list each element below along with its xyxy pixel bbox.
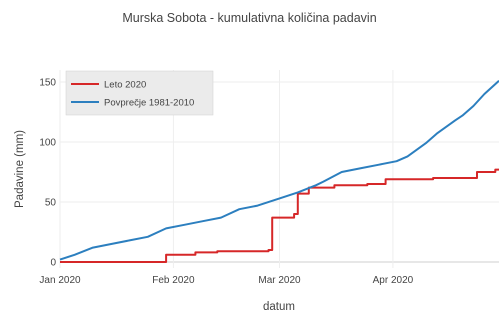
x-tick-label: Mar 2020: [258, 275, 301, 286]
legend-label[interactable]: Leto 2020: [104, 80, 146, 91]
y-axis-title: Padavine (mm): [14, 130, 26, 208]
x-tick-labels: Jan 2020 Feb 2020 Mar 2020 Apr 2020: [39, 275, 413, 286]
x-tick-label: Apr 2020: [373, 275, 414, 286]
chart-title: Murska Sobota - kumulativna količina pad…: [122, 11, 377, 25]
series-line-povprecje[interactable]: [59, 80, 499, 261]
x-tick-label: Feb 2020: [152, 275, 195, 286]
legend-box: [65, 70, 214, 116]
series-layer: [59, 80, 499, 263]
legend-label[interactable]: Povprečje 1981-2010: [104, 98, 194, 109]
series-line-leto-2020[interactable]: [60, 168, 499, 263]
y-tick-label: 150: [39, 78, 56, 89]
y-tick-label: 100: [39, 138, 56, 149]
legend[interactable]: Leto 2020 Povprečje 1981-2010: [65, 70, 214, 116]
y-tick-label: 0: [50, 258, 56, 269]
x-axis-title: datum: [263, 301, 295, 313]
y-tick-labels: 0 50 100 150: [39, 78, 56, 269]
x-tick-label: Jan 2020: [39, 275, 81, 286]
y-tick-label: 50: [45, 198, 57, 209]
